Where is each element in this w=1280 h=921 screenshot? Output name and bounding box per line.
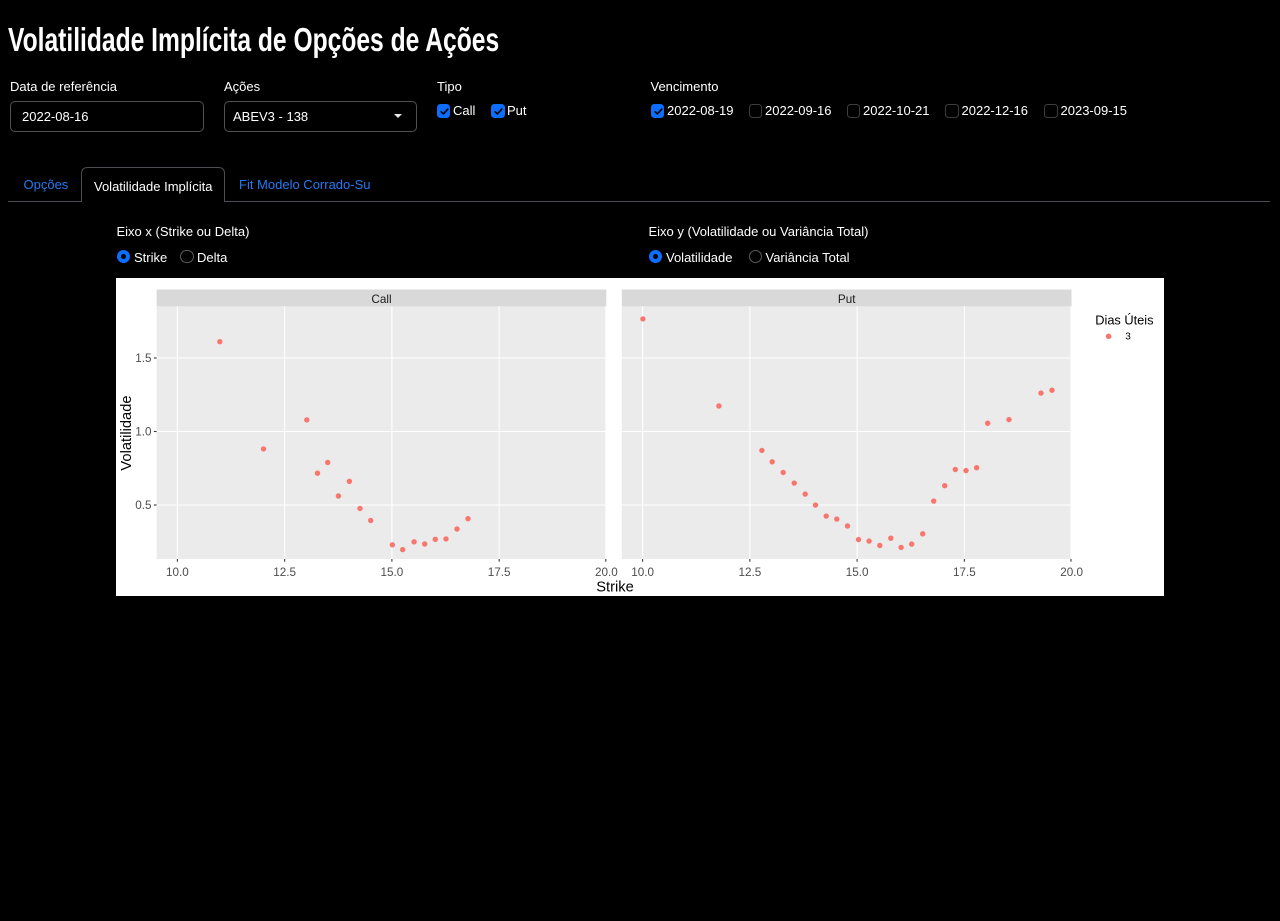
svg-text:10.0: 10.0 — [631, 566, 654, 579]
svg-text:12.5: 12.5 — [273, 566, 296, 579]
svg-text:17.5: 17.5 — [953, 566, 976, 579]
svg-text:15.0: 15.0 — [381, 566, 404, 579]
svg-text:Dias Úteis: Dias Úteis — [1095, 312, 1153, 327]
svg-text:Volatilidade: Volatilidade — [119, 395, 135, 470]
svg-text:Call: Call — [371, 293, 391, 306]
svg-text:3: 3 — [1125, 331, 1131, 342]
svg-text:20.0: 20.0 — [1060, 566, 1083, 579]
svg-text:20.0: 20.0 — [595, 566, 618, 579]
svg-text:12.5: 12.5 — [738, 566, 761, 579]
svg-text:Put: Put — [838, 293, 856, 306]
svg-text:15.0: 15.0 — [846, 566, 869, 579]
svg-text:0.5: 0.5 — [135, 499, 152, 512]
svg-text:1.0: 1.0 — [135, 426, 152, 439]
svg-text:10.0: 10.0 — [166, 566, 189, 579]
svg-text:17.5: 17.5 — [488, 566, 511, 579]
svg-text:1.5: 1.5 — [135, 352, 152, 365]
svg-text:Strike: Strike — [596, 580, 634, 596]
